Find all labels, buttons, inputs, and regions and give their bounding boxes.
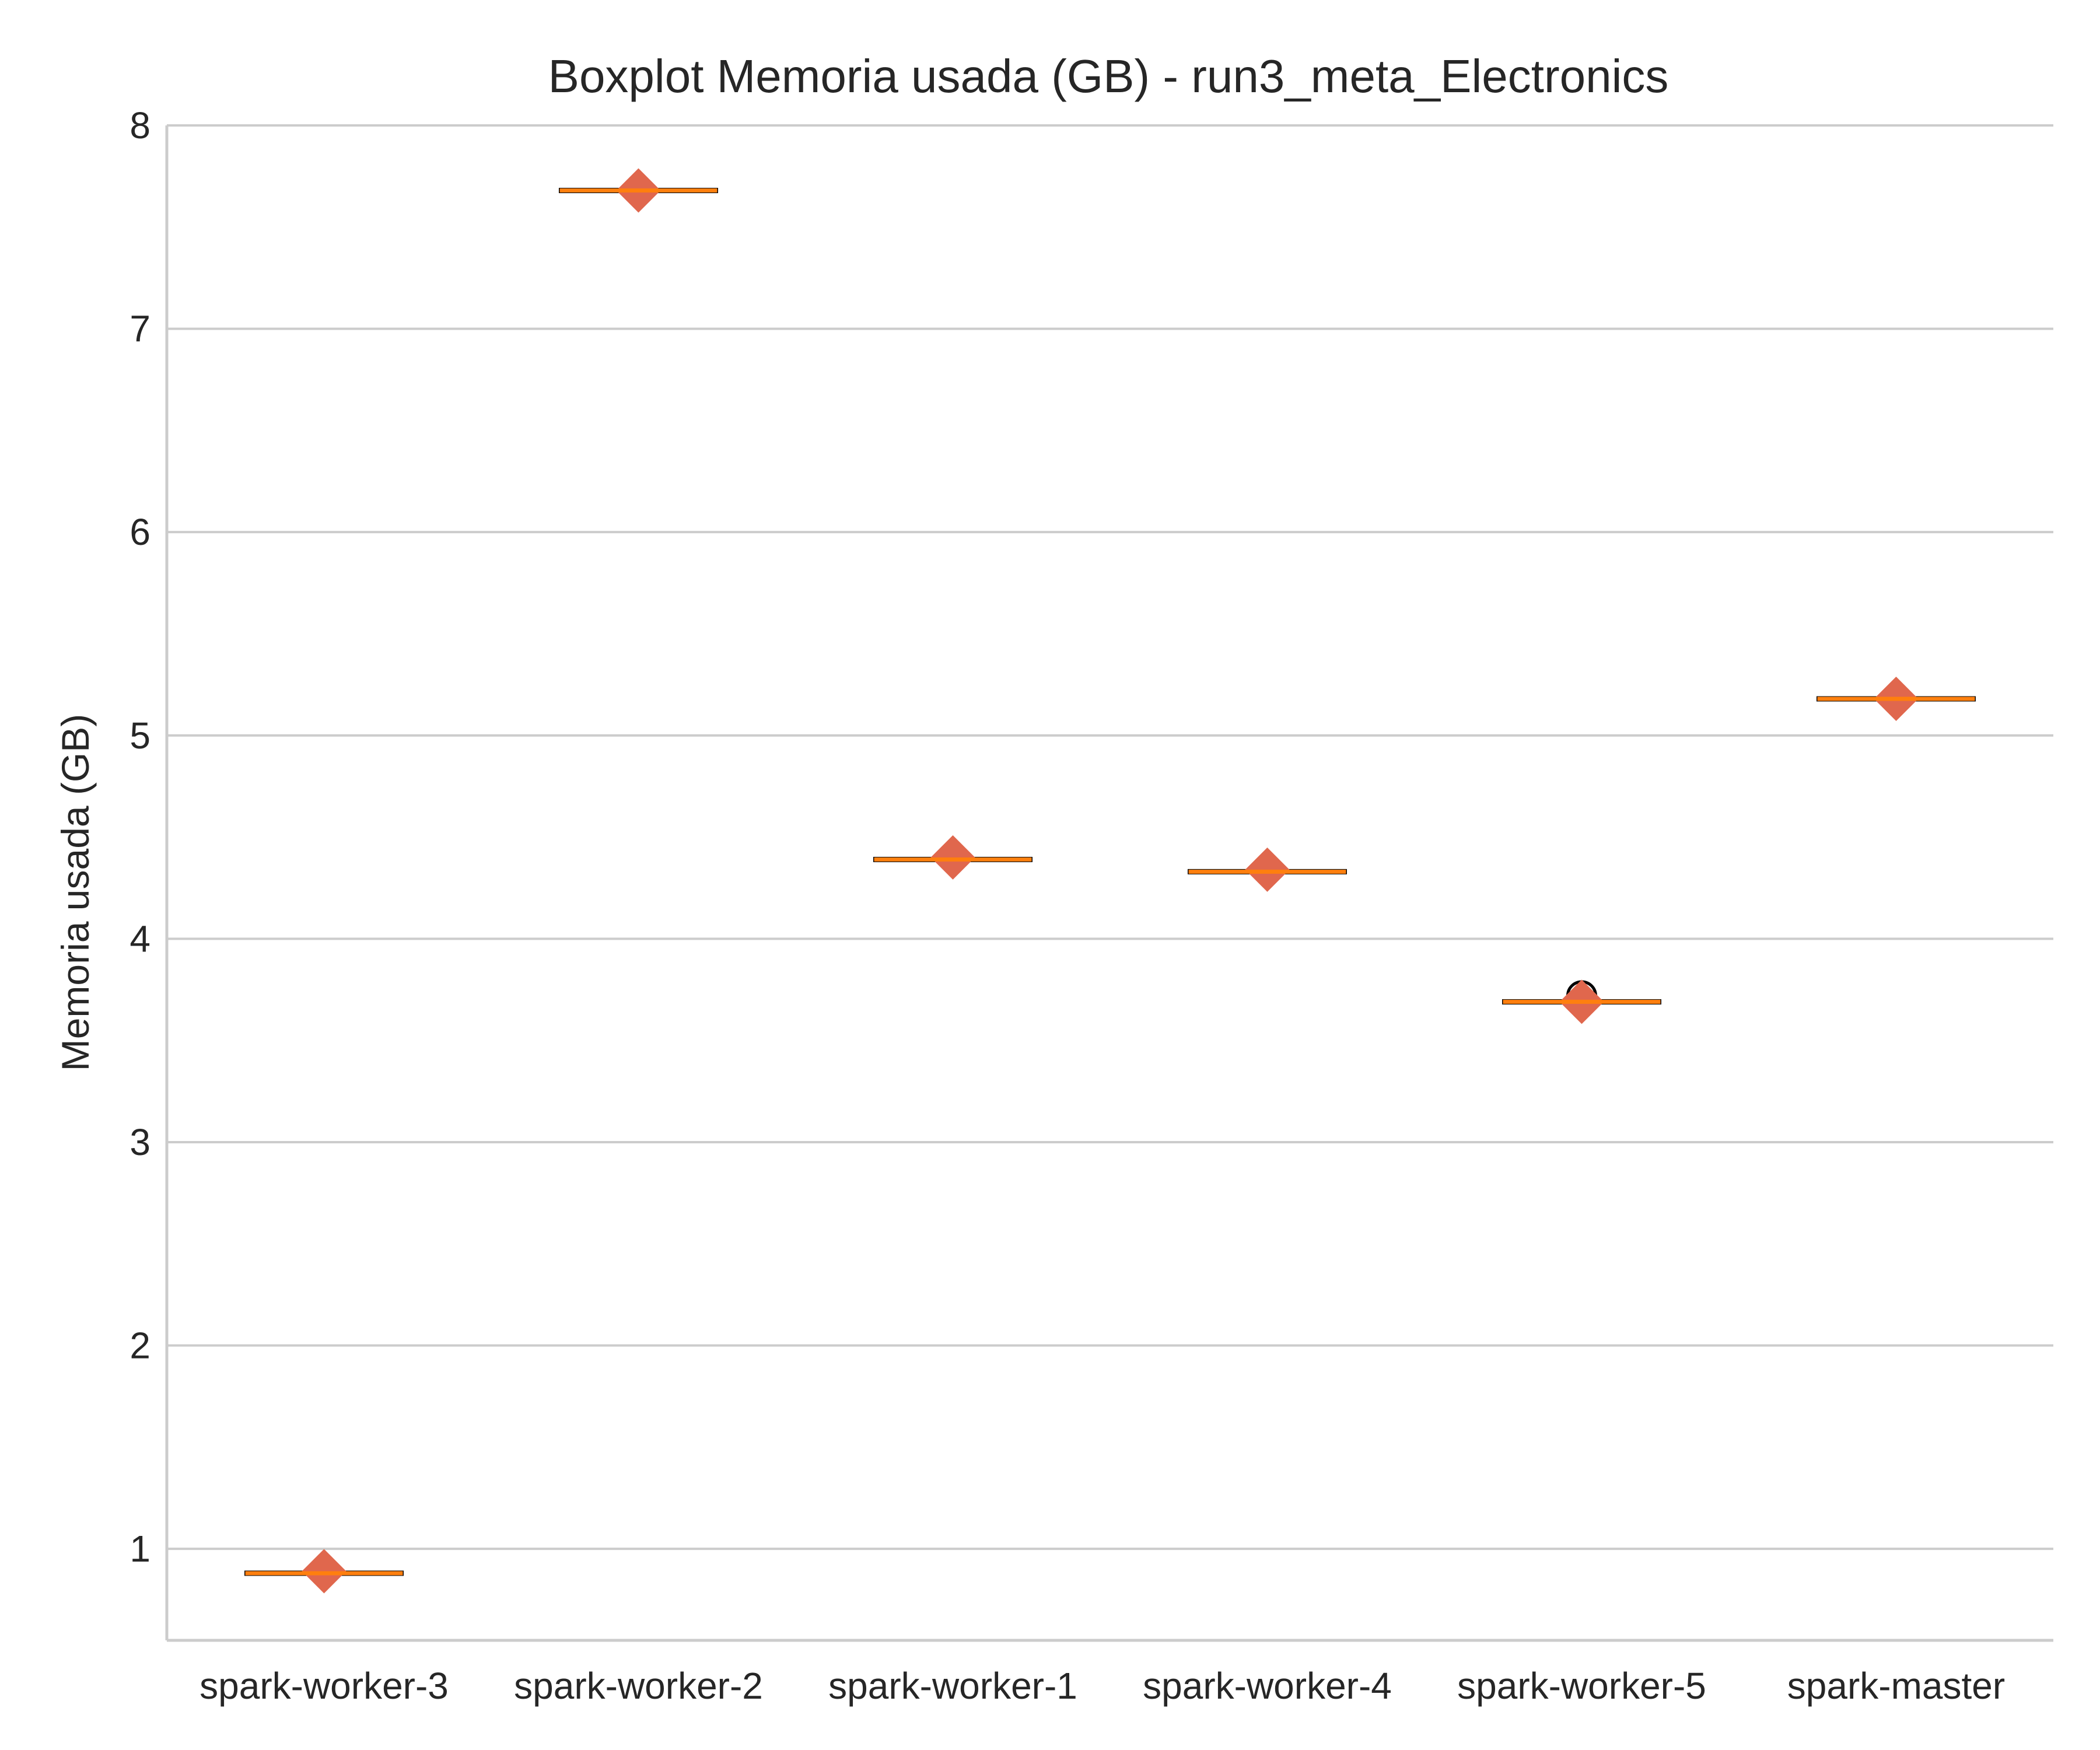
y-tick-label: 2 xyxy=(130,1325,150,1367)
x-tick-label: spark-worker-5 xyxy=(1457,1665,1706,1707)
x-tick-label: spark-worker-4 xyxy=(1143,1665,1392,1707)
x-tick-label: spark-worker-1 xyxy=(828,1665,1077,1707)
axes xyxy=(165,125,2053,1642)
x-tick-label: spark-master xyxy=(1787,1665,2005,1707)
chart-title: Boxplot Memoria usada (GB) - run3_meta_E… xyxy=(548,50,1669,102)
y-tick-labels: 1 2 3 4 5 6 7 8 xyxy=(130,104,150,1570)
grid-lines xyxy=(167,124,2053,1550)
y-axis-label: Memoria usada (GB) xyxy=(54,714,97,1072)
x-tick-label: spark-worker-2 xyxy=(514,1665,763,1707)
y-tick-label: 1 xyxy=(130,1528,150,1570)
y-tick-label: 4 xyxy=(130,918,150,960)
x-tick-labels: spark-worker-3 spark-worker-2 spark-worker… xyxy=(200,1665,2005,1707)
y-tick-label: 7 xyxy=(130,308,150,350)
y-tick-label: 3 xyxy=(130,1121,150,1163)
y-tick-label: 8 xyxy=(130,104,150,146)
plot-marks xyxy=(244,168,1976,1594)
y-tick-label: 5 xyxy=(130,715,150,757)
x-tick-label: spark-worker-3 xyxy=(200,1665,449,1707)
y-tick-label: 6 xyxy=(130,511,150,553)
